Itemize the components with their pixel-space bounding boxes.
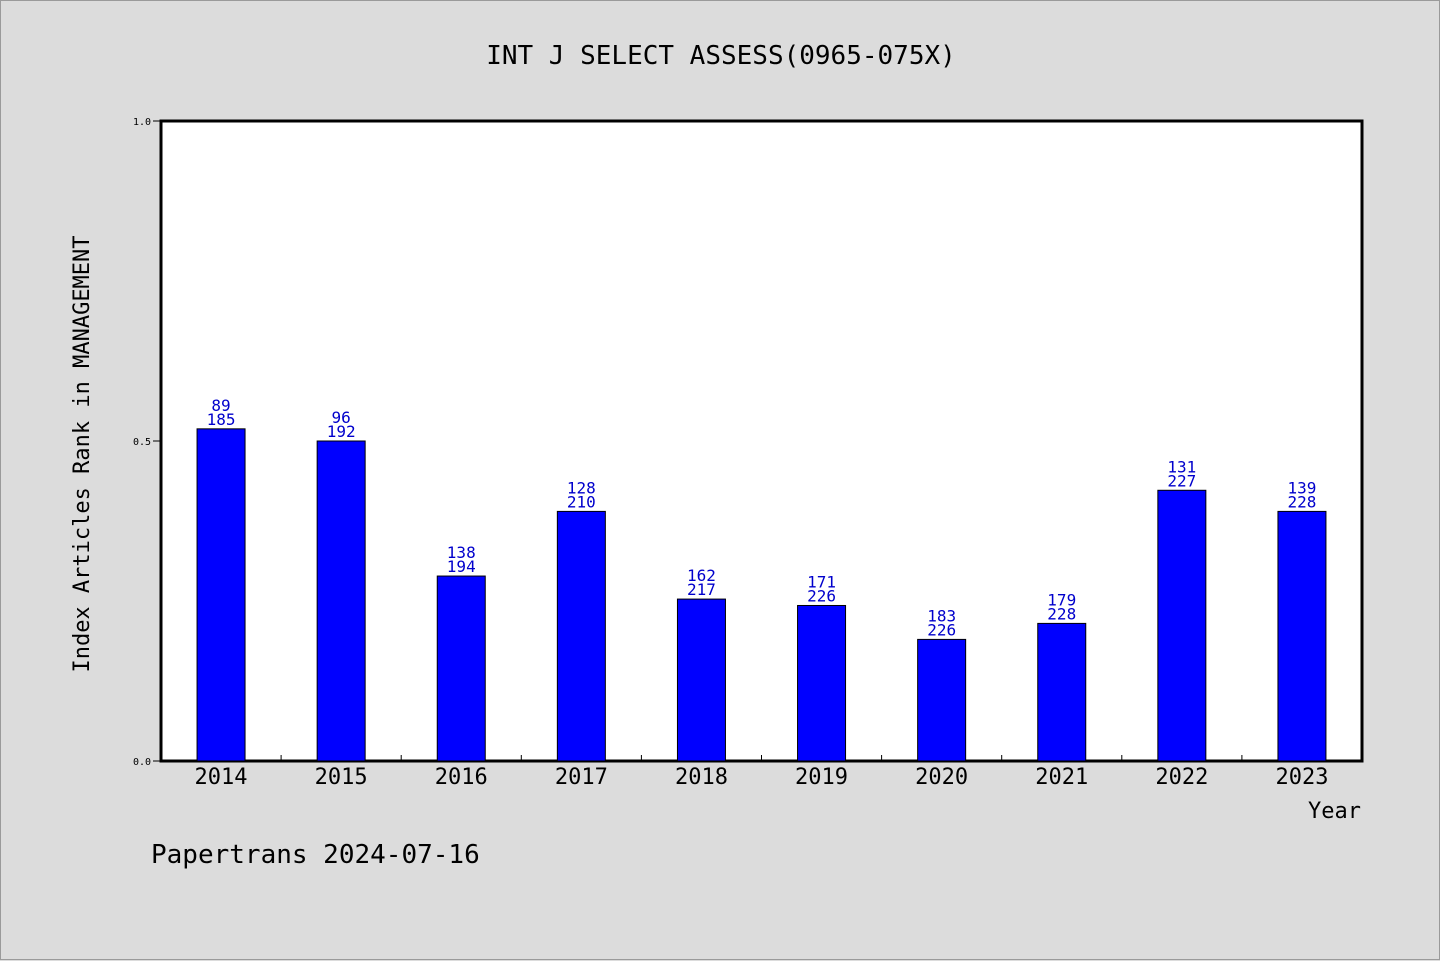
y-tick-label: 1.0 [133, 117, 151, 128]
bar-total-label: 217 [687, 580, 716, 599]
y-axis-label: Index Articles Rank in MANAGEMENT [70, 235, 95, 672]
x-tick-label: 2018 [675, 765, 728, 790]
bar [316, 440, 366, 762]
bar-total-label: 226 [927, 620, 956, 639]
x-axis-label: Year [1308, 799, 1361, 824]
bar-total-label: 227 [1167, 471, 1196, 490]
x-tick-label: 2023 [1275, 765, 1328, 790]
bar-rank-label: 96 [332, 408, 351, 427]
footer-credit: Papertrans 2024-07-16 [151, 840, 480, 870]
bar-rank-label: 171 [807, 572, 836, 591]
bar-total-label: 228 [1287, 492, 1316, 511]
y-axis: 0.0 0.5 1.0 [133, 117, 161, 768]
x-axis: 2014 2015 2016 2017 2018 2019 2020 2021 2022 2023 [195, 755, 1328, 790]
bar [676, 598, 726, 762]
bar-rank-label: 128 [567, 478, 596, 497]
bar [1277, 510, 1327, 762]
x-tick-label: 2021 [1035, 765, 1088, 790]
bar-total-label: 185 [207, 410, 236, 429]
bar-rank-label: 138 [447, 543, 476, 562]
x-tick-label: 2015 [315, 765, 368, 790]
x-tick-label: 2020 [915, 765, 968, 790]
bar-rank-label: 179 [1047, 590, 1076, 609]
bar-total-label: 226 [807, 586, 836, 605]
x-tick-label: 2022 [1155, 765, 1208, 790]
bar [917, 638, 967, 762]
bar [436, 575, 486, 762]
x-tick-label: 2016 [435, 765, 488, 790]
bar-rank-label: 139 [1287, 478, 1316, 497]
y-tick-label: 0.0 [133, 757, 151, 768]
bar-rank-label: 162 [687, 566, 716, 585]
y-tick-label: 0.5 [133, 437, 151, 448]
bar [556, 510, 606, 762]
bar [196, 428, 246, 762]
x-tick-label: 2014 [195, 765, 248, 790]
bar [797, 604, 847, 762]
bar-total-label: 194 [447, 557, 476, 576]
bar-total-label: 192 [327, 422, 356, 441]
bar-rank-label: 131 [1167, 457, 1196, 476]
bar-total-label: 210 [567, 492, 596, 511]
x-tick-label: 2019 [795, 765, 848, 790]
bar-total-label: 228 [1047, 604, 1076, 623]
bar [1157, 489, 1207, 762]
chart-title: INT J SELECT ASSESS(0965-075X) [486, 41, 956, 71]
x-tick-label: 2017 [555, 765, 608, 790]
bar [1037, 622, 1087, 762]
bar-rank-label: 89 [211, 396, 230, 415]
bar-rank-label: 183 [927, 606, 956, 625]
